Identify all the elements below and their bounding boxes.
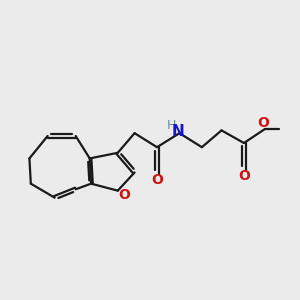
Text: O: O bbox=[258, 116, 269, 130]
Text: O: O bbox=[151, 173, 163, 187]
Text: O: O bbox=[238, 169, 250, 183]
Text: H: H bbox=[166, 119, 176, 132]
Text: N: N bbox=[172, 124, 184, 139]
Text: O: O bbox=[118, 188, 130, 202]
